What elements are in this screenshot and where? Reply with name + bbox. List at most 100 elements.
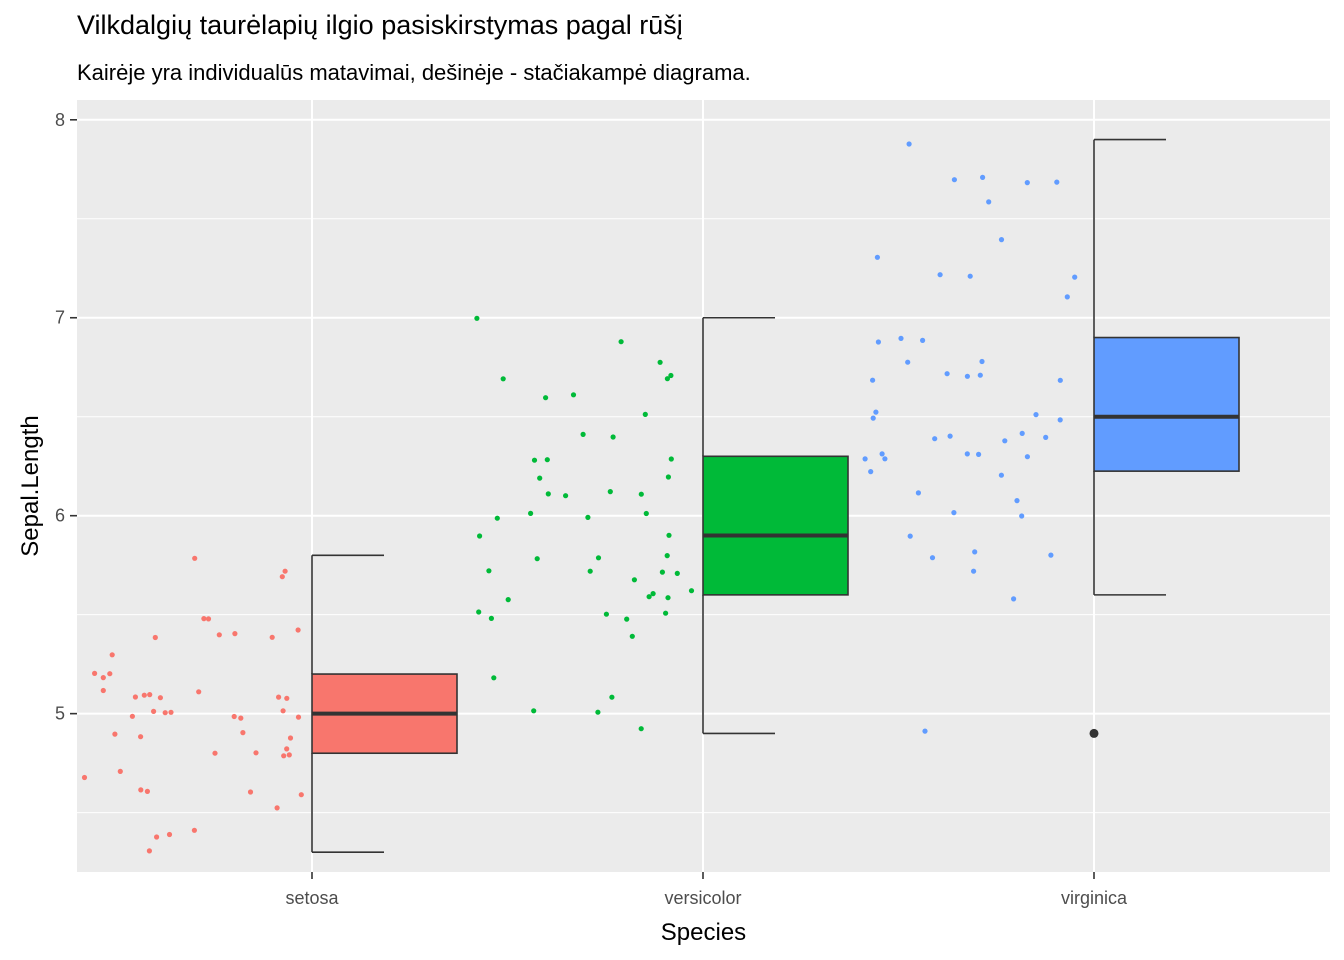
- data-point: [595, 709, 601, 715]
- data-point: [107, 671, 113, 677]
- data-point: [141, 692, 147, 698]
- chart-subtitle: Kairėje yra individualūs matavimai, deši…: [77, 60, 751, 85]
- data-point: [138, 734, 144, 740]
- boxplots: [311, 138, 1240, 854]
- data-point: [967, 273, 973, 279]
- data-point: [905, 359, 911, 365]
- data-point: [1054, 179, 1060, 185]
- data-point: [587, 568, 593, 574]
- data-point: [216, 632, 222, 638]
- data-point: [972, 549, 978, 555]
- data-point: [117, 768, 123, 775]
- data-point: [631, 577, 638, 583]
- data-point: [665, 595, 671, 601]
- data-point: [964, 451, 970, 457]
- data-point: [147, 692, 153, 698]
- data-point: [138, 787, 144, 793]
- data-point: [488, 615, 494, 622]
- data-point: [100, 675, 106, 681]
- data-point: [882, 456, 888, 462]
- data-point: [873, 409, 879, 415]
- data-point: [618, 339, 624, 345]
- data-point: [1064, 294, 1070, 300]
- data-point: [610, 434, 616, 440]
- data-point: [295, 627, 301, 633]
- box-iqr: [702, 455, 849, 596]
- data-point: [154, 834, 160, 840]
- data-point: [898, 335, 904, 341]
- data-point: [494, 515, 500, 521]
- data-point: [543, 395, 549, 401]
- data-point: [998, 472, 1005, 478]
- data-point: [500, 376, 506, 382]
- data-point: [1019, 430, 1025, 436]
- data-point: [168, 709, 174, 715]
- data-point: [870, 377, 876, 383]
- data-point: [643, 510, 649, 517]
- data-point: [238, 715, 244, 721]
- data-point: [276, 694, 282, 700]
- data-point: [1024, 180, 1030, 186]
- data-point: [486, 568, 492, 574]
- data-point: [528, 510, 534, 516]
- data-point: [666, 532, 672, 538]
- data-point: [665, 474, 672, 480]
- data-point: [951, 509, 957, 516]
- data-point: [1072, 274, 1078, 280]
- data-point: [1011, 596, 1017, 602]
- data-point: [1019, 513, 1025, 519]
- data-point: [1002, 438, 1008, 444]
- data-point: [585, 514, 591, 521]
- data-point: [603, 611, 610, 617]
- data-point: [915, 490, 922, 496]
- data-point: [231, 713, 237, 720]
- box-iqr: [1093, 336, 1240, 472]
- data-point: [638, 726, 644, 732]
- data-point: [544, 457, 550, 463]
- data-point: [295, 714, 302, 720]
- x-tick-label: virginica: [1061, 888, 1128, 908]
- data-point: [240, 730, 246, 736]
- data-point: [152, 634, 158, 641]
- data-point: [563, 493, 569, 499]
- x-tick-label: setosa: [285, 888, 339, 908]
- data-point: [269, 634, 275, 640]
- data-point: [664, 553, 670, 559]
- data-point: [980, 174, 986, 180]
- data-point: [157, 695, 163, 701]
- data-point: [537, 475, 543, 481]
- data-point: [688, 588, 695, 594]
- data-point: [674, 570, 680, 577]
- x-axis: setosa versicolor virginica: [285, 872, 1128, 908]
- data-point: [1043, 434, 1049, 440]
- data-point: [232, 631, 238, 637]
- data-point: [875, 339, 882, 345]
- data-point: [971, 568, 977, 574]
- data-point: [212, 750, 218, 756]
- y-axis: 5 6 7 8: [55, 110, 77, 724]
- data-point: [870, 415, 876, 421]
- y-tick-label: 5: [55, 704, 65, 724]
- data-point: [607, 489, 613, 495]
- data-point: [874, 254, 881, 260]
- data-point: [657, 359, 663, 365]
- data-point: [629, 633, 635, 639]
- data-point: [1057, 377, 1063, 383]
- data-point: [906, 141, 912, 147]
- data-point: [663, 610, 669, 616]
- data-point: [282, 568, 288, 574]
- data-point: [286, 752, 292, 758]
- data-point: [474, 315, 480, 321]
- data-point: [112, 731, 118, 737]
- data-point: [944, 371, 950, 377]
- data-point: [650, 591, 656, 597]
- x-axis-title: Species: [661, 919, 746, 946]
- data-point: [284, 746, 290, 752]
- data-point: [932, 436, 938, 442]
- x-tick-label: versicolor: [664, 888, 741, 908]
- data-point: [986, 199, 992, 205]
- outlier-point: [1089, 728, 1099, 738]
- data-point: [280, 708, 286, 714]
- data-point: [1033, 412, 1039, 418]
